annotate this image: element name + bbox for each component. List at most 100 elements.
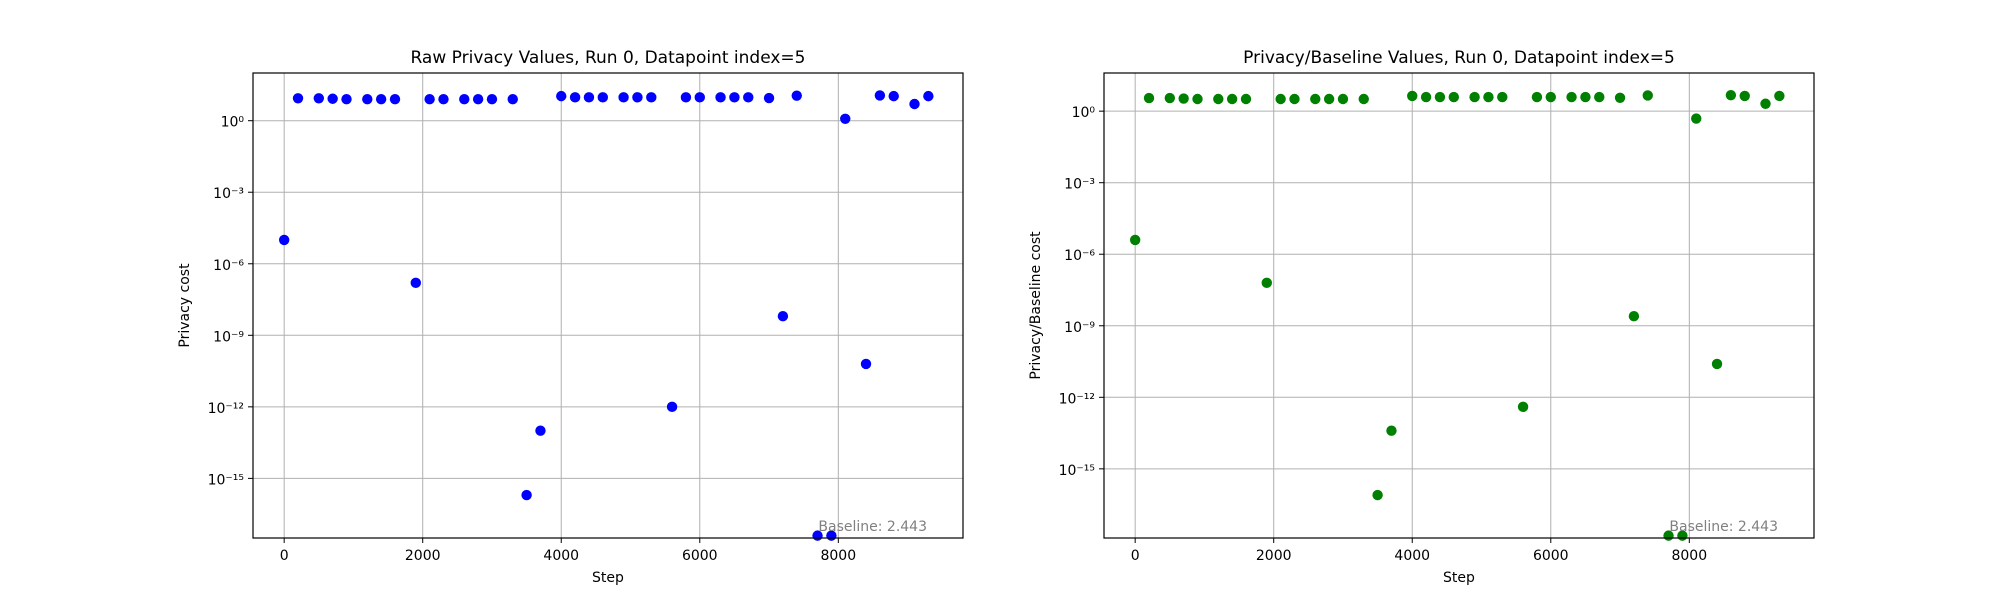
data-point xyxy=(341,94,352,105)
data-point xyxy=(521,489,532,501)
y-tick-label: 10⁻¹⁵ xyxy=(1059,463,1095,479)
data-point xyxy=(1386,425,1397,436)
data-point xyxy=(646,92,657,103)
data-point xyxy=(860,358,872,370)
data-point xyxy=(840,113,851,124)
data-point xyxy=(763,92,775,104)
x-tick-label: 4000 xyxy=(543,548,579,564)
baseline-annotation: Baseline: 2.443 xyxy=(1669,519,1778,535)
data-point xyxy=(632,92,643,103)
data-point xyxy=(569,92,581,103)
y-tick-label: 10⁻⁹ xyxy=(213,329,244,345)
data-point xyxy=(715,92,726,103)
data-point xyxy=(1642,90,1653,101)
data-point xyxy=(791,90,802,101)
data-point xyxy=(597,92,609,103)
x-tick-label: 2000 xyxy=(405,548,441,564)
data-point xyxy=(1226,93,1238,105)
data-point xyxy=(1711,358,1723,370)
data-point xyxy=(1372,489,1383,501)
x-tick-label: 0 xyxy=(1131,548,1140,564)
x-tick-label: 6000 xyxy=(1533,548,1569,564)
data-point xyxy=(410,277,421,289)
data-point xyxy=(1358,93,1369,105)
y-axis-label: Privacy/Baseline cost xyxy=(1028,231,1044,380)
data-point xyxy=(1143,92,1155,104)
data-point xyxy=(777,311,789,322)
data-point xyxy=(1469,91,1480,103)
x-tick-label: 8000 xyxy=(820,548,856,564)
data-point xyxy=(556,90,567,102)
x-axis-label: Step xyxy=(1443,570,1475,586)
data-point xyxy=(327,93,338,104)
data-point xyxy=(1545,91,1556,103)
y-tick-label: 10⁻³ xyxy=(1064,177,1095,193)
data-point xyxy=(1240,93,1252,105)
data-point xyxy=(874,90,886,101)
chart-title: Raw Privacy Values, Run 0, Datapoint ind… xyxy=(410,48,805,68)
data-point xyxy=(1164,92,1176,104)
x-tick-label: 0 xyxy=(280,548,289,564)
data-point xyxy=(1531,91,1543,103)
data-point xyxy=(888,90,899,102)
y-tick-label: 10⁻³ xyxy=(213,186,244,202)
y-tick-label: 10⁻⁹ xyxy=(1064,320,1095,336)
data-point xyxy=(1483,91,1494,103)
x-tick-label: 6000 xyxy=(682,548,718,564)
data-point xyxy=(1448,91,1460,103)
data-point xyxy=(618,92,629,103)
y-axis-label: Privacy cost xyxy=(177,263,193,348)
data-point xyxy=(375,94,387,105)
plot-frame xyxy=(252,72,964,539)
data-point xyxy=(583,92,595,103)
data-point xyxy=(313,93,325,104)
data-point xyxy=(1178,93,1189,104)
data-point xyxy=(1517,401,1529,413)
data-point xyxy=(1566,91,1577,103)
x-axis-label: Step xyxy=(592,570,624,586)
data-point xyxy=(1594,91,1605,103)
data-point xyxy=(1725,89,1737,101)
plot-frame xyxy=(1103,72,1815,539)
y-tick-label: 10⁰ xyxy=(1072,105,1096,121)
y-tick-label: 10⁻¹² xyxy=(208,401,244,417)
data-point xyxy=(1261,277,1272,289)
data-point xyxy=(1497,91,1508,103)
data-point xyxy=(1434,91,1446,103)
data-point xyxy=(1337,93,1349,105)
data-point xyxy=(278,234,290,246)
data-point xyxy=(1774,90,1785,102)
data-point xyxy=(1580,91,1591,103)
data-point xyxy=(424,94,435,105)
data-point xyxy=(507,94,518,105)
baseline-annotation: Baseline: 2.443 xyxy=(818,519,927,535)
data-point xyxy=(1323,93,1335,105)
data-point xyxy=(743,92,754,103)
data-point xyxy=(923,90,934,102)
data-point xyxy=(666,401,678,413)
data-point xyxy=(1739,90,1750,102)
data-point xyxy=(909,98,920,110)
chart-panel-1: 0 2000 4000 6000 8000 10⁰ 10⁻³ 10⁻⁶ 10⁻⁹ 10⁻¹² 10⁻… xyxy=(177,48,964,586)
data-point xyxy=(389,94,401,105)
data-point xyxy=(362,94,373,105)
data-point xyxy=(1213,93,1224,105)
data-point xyxy=(292,93,304,104)
data-point xyxy=(1628,311,1640,322)
data-point xyxy=(1275,93,1286,105)
y-tick-label: 10⁻⁶ xyxy=(213,258,244,274)
y-tick-label: 10⁻⁶ xyxy=(1064,248,1095,264)
data-point xyxy=(486,94,498,105)
data-point xyxy=(459,94,470,105)
data-point xyxy=(535,425,546,436)
data-point xyxy=(1760,98,1771,109)
data-point xyxy=(1129,234,1141,246)
data-point xyxy=(1310,93,1321,105)
data-point xyxy=(1289,93,1300,105)
data-point xyxy=(729,92,740,103)
data-point xyxy=(1407,90,1418,102)
data-point xyxy=(472,94,484,105)
y-tick-label: 10⁰ xyxy=(221,115,245,131)
y-tick-label: 10⁻¹² xyxy=(1059,391,1095,407)
